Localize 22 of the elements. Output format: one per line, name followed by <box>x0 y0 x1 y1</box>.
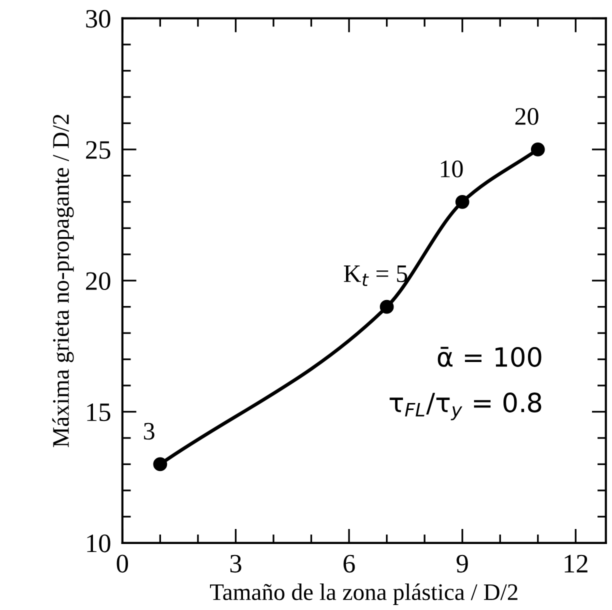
point <box>380 300 394 314</box>
x-tick-label: 12 <box>564 554 588 572</box>
annotation: 20 <box>515 108 538 125</box>
point <box>153 457 168 472</box>
annotation: K$_{t}$ = 5 <box>344 266 408 286</box>
annotation: ᾱ = 100 <box>438 346 542 367</box>
annotation: τ$_{FL}$/τ$_{y}$ = 0.8 <box>390 392 542 420</box>
y-tick-label: 15 <box>87 403 110 422</box>
point <box>530 142 545 156</box>
y-tick-label: 25 <box>86 141 110 159</box>
x-tick-label: 3 <box>230 554 242 573</box>
x-axis-title: Tamaño de la zona plástica / D/2 <box>210 584 518 605</box>
y-tick-label: 10 <box>87 534 110 552</box>
x-tick-label: 9 <box>456 554 468 573</box>
y-tick-label: 30 <box>86 10 110 28</box>
x-tick-label: 6 <box>344 554 355 573</box>
y-tick-label: 20 <box>86 272 110 290</box>
annotation: 10 <box>440 160 463 178</box>
point <box>455 194 470 209</box>
annotation: 3 <box>144 422 154 440</box>
x-tick-label: 0 <box>116 554 128 573</box>
y-axis-title: Máxima grieta no-propagante / D/2 <box>52 114 74 448</box>
